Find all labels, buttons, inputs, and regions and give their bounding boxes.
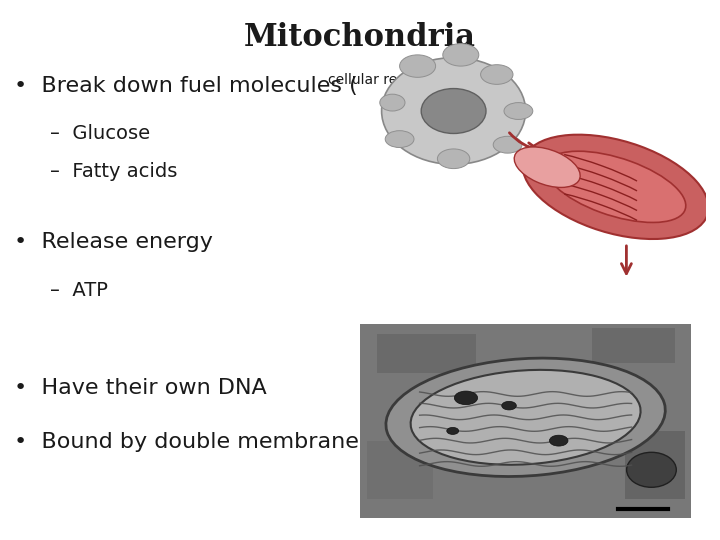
Text: –  Glucose: – Glucose [50,124,150,143]
FancyBboxPatch shape [625,431,685,499]
Text: cellular respiration): cellular respiration) [328,73,463,87]
Ellipse shape [382,58,526,164]
Circle shape [549,435,568,446]
Ellipse shape [400,55,436,77]
Ellipse shape [438,149,470,168]
Text: Mitochondria: Mitochondria [244,22,476,52]
FancyBboxPatch shape [360,324,691,518]
Ellipse shape [385,131,414,147]
FancyBboxPatch shape [366,441,433,499]
Text: •  Bound by double membrane: • Bound by double membrane [14,432,359,452]
Ellipse shape [514,147,580,187]
Ellipse shape [626,453,676,487]
Ellipse shape [523,134,708,239]
Circle shape [502,401,516,410]
Ellipse shape [493,136,522,153]
FancyBboxPatch shape [592,328,675,363]
Circle shape [447,428,459,434]
Ellipse shape [546,151,685,222]
Text: •  Break down fuel molecules (: • Break down fuel molecules ( [14,76,358,96]
Ellipse shape [481,65,513,84]
Text: –  Fatty acids: – Fatty acids [50,162,178,181]
Ellipse shape [421,89,486,133]
Ellipse shape [386,358,665,476]
Text: –  ATP: – ATP [50,281,108,300]
Ellipse shape [380,94,405,111]
FancyBboxPatch shape [377,334,476,373]
Ellipse shape [410,370,641,465]
Text: •  Have their own DNA: • Have their own DNA [14,378,267,398]
Circle shape [454,391,477,404]
Text: •  Release energy: • Release energy [14,232,213,252]
Ellipse shape [504,103,533,119]
Ellipse shape [443,44,479,66]
